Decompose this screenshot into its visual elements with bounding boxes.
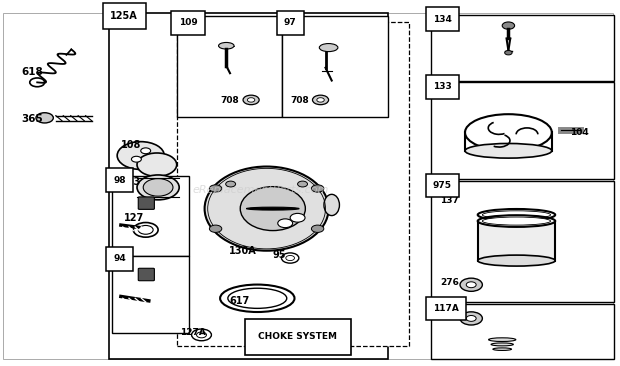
Text: 98: 98 <box>113 176 126 185</box>
Text: 97: 97 <box>284 18 297 27</box>
Circle shape <box>138 225 153 234</box>
Circle shape <box>243 95 259 105</box>
Ellipse shape <box>241 187 306 231</box>
Text: 618: 618 <box>22 67 43 77</box>
Ellipse shape <box>143 179 173 196</box>
Bar <box>282 16 388 117</box>
Circle shape <box>247 98 255 102</box>
Circle shape <box>281 253 299 263</box>
Circle shape <box>137 153 177 176</box>
Text: CHOKE SYSTEM: CHOKE SYSTEM <box>258 332 337 341</box>
Text: 137: 137 <box>440 196 459 205</box>
Circle shape <box>197 332 206 338</box>
Bar <box>177 22 409 346</box>
Circle shape <box>466 282 476 288</box>
Circle shape <box>502 22 515 29</box>
Bar <box>431 82 614 179</box>
Circle shape <box>226 181 236 187</box>
Ellipse shape <box>477 255 555 266</box>
Circle shape <box>460 278 482 291</box>
Ellipse shape <box>493 348 512 351</box>
Text: 975: 975 <box>433 181 452 190</box>
Circle shape <box>312 95 329 105</box>
Circle shape <box>141 148 151 154</box>
Text: 94: 94 <box>113 254 126 264</box>
Bar <box>112 256 189 333</box>
Circle shape <box>210 225 222 232</box>
Ellipse shape <box>319 44 338 52</box>
Ellipse shape <box>489 338 516 341</box>
Text: 365: 365 <box>22 115 43 124</box>
Bar <box>431 15 614 81</box>
Circle shape <box>131 156 141 162</box>
Ellipse shape <box>482 217 551 225</box>
Ellipse shape <box>324 194 340 216</box>
Text: 109: 109 <box>179 18 197 27</box>
Circle shape <box>317 98 324 102</box>
Text: 104: 104 <box>570 128 589 137</box>
Text: 134: 134 <box>433 15 451 24</box>
Circle shape <box>460 312 482 325</box>
Circle shape <box>278 219 293 228</box>
Text: 127: 127 <box>124 213 144 223</box>
Text: 130A: 130A <box>229 246 257 256</box>
Circle shape <box>210 185 222 192</box>
Circle shape <box>298 181 308 187</box>
Circle shape <box>290 213 305 222</box>
Circle shape <box>286 255 294 261</box>
Circle shape <box>466 315 476 321</box>
Bar <box>177 16 282 117</box>
Circle shape <box>36 113 53 123</box>
Bar <box>108 13 388 359</box>
Text: 127A: 127A <box>180 328 206 337</box>
FancyBboxPatch shape <box>138 268 154 281</box>
Text: 617: 617 <box>229 296 250 306</box>
Circle shape <box>311 225 324 232</box>
Text: 108: 108 <box>121 140 141 150</box>
Ellipse shape <box>482 211 551 219</box>
Ellipse shape <box>228 288 286 308</box>
Ellipse shape <box>247 207 299 210</box>
Text: 276: 276 <box>440 278 459 287</box>
Text: 133: 133 <box>433 82 451 92</box>
Ellipse shape <box>205 167 329 251</box>
Bar <box>112 176 189 256</box>
Text: 276: 276 <box>443 307 462 317</box>
Text: 117A: 117A <box>433 304 459 313</box>
Bar <box>477 221 556 261</box>
Text: 708: 708 <box>290 96 309 105</box>
Text: eReplacementParts.com: eReplacementParts.com <box>192 185 329 195</box>
Ellipse shape <box>218 42 234 49</box>
Text: 163: 163 <box>121 177 141 187</box>
Text: 708: 708 <box>220 96 239 105</box>
Text: 95: 95 <box>273 250 286 260</box>
Circle shape <box>505 51 512 55</box>
Circle shape <box>311 185 324 192</box>
Bar <box>431 181 614 302</box>
Text: 125A: 125A <box>110 11 138 21</box>
Ellipse shape <box>137 175 179 200</box>
Circle shape <box>192 329 211 341</box>
Ellipse shape <box>465 143 552 158</box>
Bar <box>431 304 614 359</box>
Circle shape <box>117 142 164 169</box>
Circle shape <box>133 223 158 237</box>
Ellipse shape <box>491 343 513 346</box>
FancyBboxPatch shape <box>138 197 154 209</box>
